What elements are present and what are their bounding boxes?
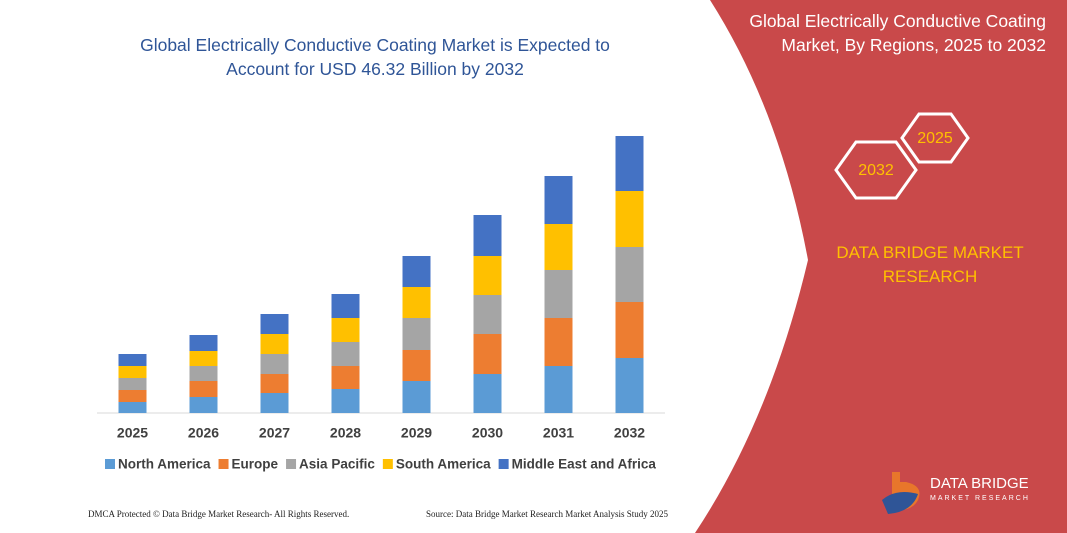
bar-segment [260,374,289,393]
bar-segment [331,318,360,342]
legend-label: Europe [232,457,279,472]
bar-segment [544,366,573,413]
bar-segment [544,270,573,318]
logo-text: DATA BRIDGE [930,475,1029,492]
bar-segment [189,381,218,397]
brand: DATA BRIDGE MARKET RESEARCH [836,243,1024,286]
bar-segment [118,366,147,378]
bar-segment [402,381,431,413]
bar-segment [331,366,360,389]
legend-label: Middle East and Africa [512,457,657,472]
hex-label: 2025 [917,130,953,147]
bar-segment [615,136,644,191]
x-tick-label: 2025 [117,425,148,441]
hexagon [900,112,970,164]
bar-segment [615,358,644,413]
bar-segment [118,354,147,366]
bar-segment [615,302,644,358]
bar-segment [189,366,218,381]
hexagon [834,140,918,200]
bar-segment [615,247,644,302]
bar-segment [402,350,431,381]
bar-segment [118,378,147,390]
legend-swatch [218,459,229,469]
x-tick-label: 2028 [330,425,361,441]
legend-label: South America [396,457,491,472]
x-tick-label: 2026 [188,425,219,441]
footer-source: Source: Data Bridge Market Research Mark… [426,509,668,519]
bar-segment [189,397,218,413]
bar-segment [473,334,502,374]
chart-title: Global Electrically Conductive Coating M… [140,35,610,79]
x-tick-label: 2029 [401,425,432,441]
legend-swatch [105,459,115,469]
bar-segment [473,374,502,413]
legend-swatch [286,459,297,469]
bar-segment [473,295,502,334]
legend-label: Asia Pacific [299,457,375,472]
bar-segment [260,354,289,374]
legend-swatch [382,459,393,469]
bar-segment [402,256,431,287]
panel-title: Global Electrically Conductive Coating M… [749,11,1046,55]
bar-segment [473,215,502,256]
bar-segment [331,294,360,318]
legend-swatch [498,459,509,469]
bar-segment [331,389,360,413]
bar-segment [118,390,147,402]
bar-segment [402,287,431,318]
x-tick-label: 2030 [472,425,503,441]
x-tick-label: 2031 [543,425,574,441]
hex-label: 2032 [858,162,894,179]
bar-segment [189,351,218,366]
bar-segment [118,402,147,413]
footer-note: DMCA Protected © Data Bridge Market Rese… [88,509,349,519]
x-tick-label: 2027 [259,425,290,441]
bar-segment [473,256,502,295]
side-panel [695,0,1067,533]
logo-subtext: MARKET RESEARCH [930,495,1030,502]
bar-segment [331,342,360,366]
bar-segment [260,334,289,354]
bar-segment [544,224,573,270]
bar-segment [260,393,289,413]
bar-segment [544,176,573,224]
logo-icon [882,492,918,514]
bar-segment [189,335,218,351]
legend-label: North America [118,457,211,472]
bar-segment [615,191,644,247]
x-tick-label: 2032 [614,425,645,441]
bar-segment [260,314,289,334]
bar-segment [402,318,431,350]
bar-segment [544,318,573,366]
